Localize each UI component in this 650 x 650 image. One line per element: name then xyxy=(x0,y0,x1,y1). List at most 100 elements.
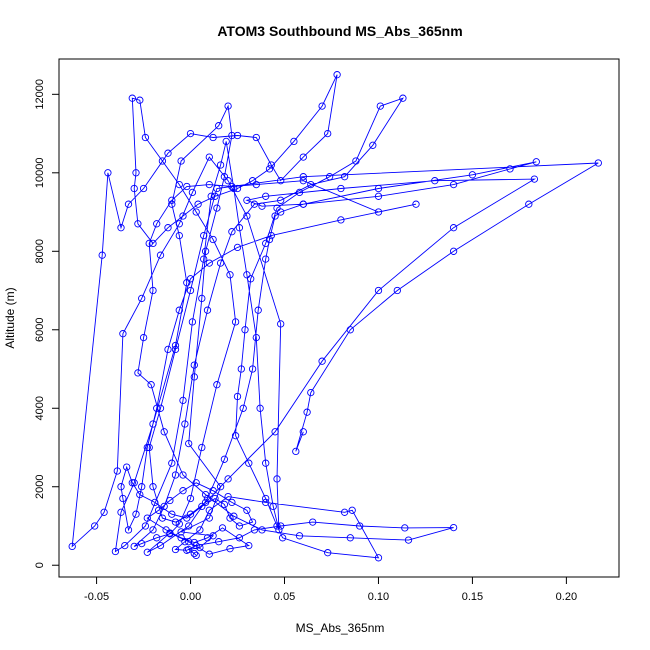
data-point xyxy=(175,180,183,189)
data-point xyxy=(213,204,221,212)
data-point xyxy=(205,180,213,189)
data-point xyxy=(149,239,157,248)
data-point xyxy=(201,498,210,507)
data-point xyxy=(309,518,317,526)
data-point xyxy=(138,294,146,303)
data-point xyxy=(224,102,232,110)
data-point xyxy=(256,404,264,412)
data-point xyxy=(262,192,270,200)
data-point xyxy=(216,483,225,491)
data-point xyxy=(149,526,157,534)
data-point xyxy=(594,159,602,167)
data-point xyxy=(158,157,167,165)
data-point xyxy=(401,524,409,532)
data-point xyxy=(224,475,232,483)
data-point xyxy=(139,184,148,193)
data-point xyxy=(121,541,129,550)
data-point xyxy=(352,157,360,165)
data-point xyxy=(181,538,189,546)
data-point xyxy=(186,494,195,503)
data-point xyxy=(220,173,229,181)
data-point xyxy=(224,492,232,501)
data-point xyxy=(299,173,307,181)
data-point xyxy=(154,506,163,514)
data-point xyxy=(277,177,285,185)
data-point xyxy=(290,137,298,146)
data-point xyxy=(153,404,161,412)
data-point xyxy=(156,404,165,412)
data-point xyxy=(136,96,144,104)
data-point xyxy=(117,483,125,491)
data-point xyxy=(226,514,234,522)
data-point xyxy=(340,508,349,516)
data-point xyxy=(181,420,189,428)
data-point xyxy=(168,200,176,208)
data-point xyxy=(149,286,157,295)
data-point xyxy=(177,534,185,542)
data-point xyxy=(265,235,274,244)
series-layer xyxy=(68,71,602,562)
data-point xyxy=(324,549,332,557)
y-tick-label: 10000 xyxy=(34,158,46,189)
data-point xyxy=(211,494,219,503)
data-point xyxy=(134,369,142,377)
data-point xyxy=(183,279,191,287)
data-point xyxy=(369,141,377,149)
data-point xyxy=(231,432,240,440)
data-point xyxy=(124,200,133,208)
data-point xyxy=(205,550,213,558)
chart-title: ATOM3 Southbound MS_Abs_365nm xyxy=(217,23,462,39)
data-point xyxy=(186,275,195,283)
data-point xyxy=(188,318,197,326)
data-point xyxy=(190,373,198,381)
data-point xyxy=(376,102,384,110)
data-point xyxy=(91,522,99,530)
data-point xyxy=(337,216,345,224)
data-point xyxy=(149,483,157,491)
data-point xyxy=(346,534,354,542)
data-point xyxy=(215,538,223,546)
data-point xyxy=(192,208,200,216)
data-point xyxy=(468,171,477,179)
data-point xyxy=(340,173,349,181)
data-point xyxy=(147,381,155,389)
data-point xyxy=(235,534,244,542)
data-point xyxy=(399,94,407,102)
data-point xyxy=(248,518,257,526)
data-point xyxy=(145,239,153,248)
data-point xyxy=(198,502,206,511)
data-point xyxy=(220,500,229,509)
data-point xyxy=(235,224,244,232)
data-point xyxy=(149,420,157,428)
data-point xyxy=(333,71,341,79)
data-point xyxy=(196,526,204,534)
data-point xyxy=(213,184,221,193)
data-point xyxy=(262,459,270,467)
data-point xyxy=(111,547,120,556)
data-point xyxy=(205,153,213,161)
data-point xyxy=(190,549,198,558)
y-tick-label: 2000 xyxy=(34,475,46,499)
data-point xyxy=(158,514,167,522)
data-point xyxy=(267,231,275,240)
data-point xyxy=(393,286,401,295)
data-point xyxy=(215,122,223,130)
x-axis-label: MS_Abs_365nm xyxy=(296,621,385,635)
data-point xyxy=(307,388,315,397)
data-point xyxy=(252,180,260,189)
data-point xyxy=(273,522,281,530)
data-point xyxy=(252,333,260,342)
y-tick-label: 6000 xyxy=(34,318,46,342)
data-point xyxy=(130,542,138,551)
data-point xyxy=(228,131,236,140)
data-point xyxy=(241,326,249,334)
data-point xyxy=(171,341,180,350)
data-point xyxy=(295,188,304,197)
data-point xyxy=(412,200,420,208)
data-point xyxy=(168,459,176,467)
x-tick-label: -0.05 xyxy=(84,591,109,603)
y-tick-label: 4000 xyxy=(34,396,46,420)
data-point xyxy=(299,428,307,436)
data-point xyxy=(201,490,210,499)
